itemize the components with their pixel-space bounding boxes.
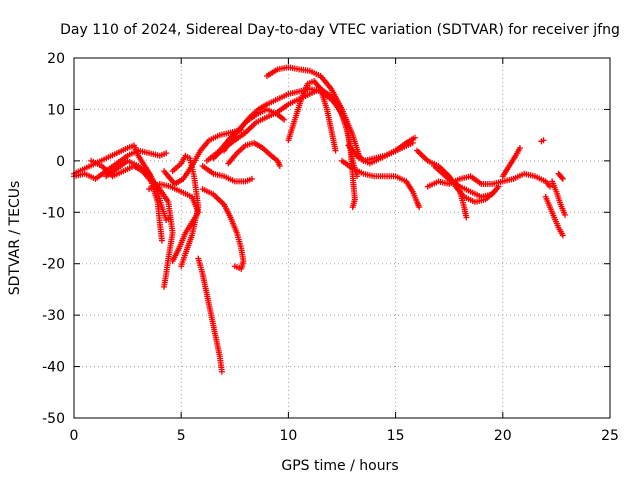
y-tick-label: 20 xyxy=(47,51,65,67)
data-point xyxy=(491,188,498,195)
data-point xyxy=(281,116,288,123)
x-tick-label: 25 xyxy=(601,428,619,444)
data-point xyxy=(409,139,416,146)
y-tick-label: -20 xyxy=(42,257,65,273)
series-pass-ab xyxy=(555,170,566,182)
y-tick-label: 10 xyxy=(47,102,65,118)
series-pass-f xyxy=(161,127,245,187)
data-point xyxy=(218,368,225,375)
x-axis-label: GPS time / hours xyxy=(281,458,398,474)
series-pass-p xyxy=(285,78,339,154)
series-pass-z xyxy=(542,193,566,239)
data-point xyxy=(546,183,553,190)
data-point xyxy=(248,175,255,182)
series-pass-g xyxy=(169,152,202,270)
plot-frame xyxy=(73,57,611,419)
data-point xyxy=(559,232,566,239)
series-pass-v xyxy=(452,183,498,205)
data-point xyxy=(516,145,523,151)
y-tick-label: -30 xyxy=(42,308,65,324)
series-pass-c xyxy=(88,157,165,244)
data-point xyxy=(558,174,565,181)
data-point xyxy=(158,237,165,244)
x-tick-label: 5 xyxy=(177,428,186,444)
data-point xyxy=(169,258,176,265)
series-pass-x xyxy=(510,170,553,190)
data-point xyxy=(161,283,168,290)
series-pass-s xyxy=(414,147,470,221)
y-tick-label: -40 xyxy=(42,360,65,376)
series-pass-j xyxy=(199,163,255,185)
data-point xyxy=(463,214,470,221)
series-pass-n xyxy=(221,106,288,154)
data-point xyxy=(163,150,170,157)
data-point xyxy=(416,204,423,211)
y-tick-label: -10 xyxy=(42,205,65,221)
data-point xyxy=(540,137,547,144)
series-pass-q xyxy=(339,157,423,211)
data-point xyxy=(411,134,418,141)
chart-title: Day 110 of 2024, Sidereal Day-to-day VTE… xyxy=(60,22,620,38)
series-pass-b xyxy=(71,147,170,182)
series-pass-o xyxy=(263,64,418,164)
axis-ticks: 0 5 10 15 20 25 -50 -40 -30 -20 -10 0 10 20 xyxy=(42,51,619,444)
series-pass-m xyxy=(225,139,283,169)
x-tick-label: 20 xyxy=(494,428,512,444)
x-tick-label: 10 xyxy=(279,428,297,444)
y-axis-label: SDTVAR / TECUs xyxy=(7,181,23,296)
data-point xyxy=(561,211,568,218)
data-point xyxy=(231,263,238,270)
series-pass-w xyxy=(499,145,523,180)
series-pass-i xyxy=(199,186,247,272)
data-point xyxy=(354,173,361,180)
series-pass-r xyxy=(345,139,416,167)
y-tick-label: -50 xyxy=(42,411,65,427)
series-pass-h xyxy=(195,255,225,375)
series-pass-d xyxy=(103,157,176,290)
x-tick-label: 0 xyxy=(70,428,79,444)
series-pass-y xyxy=(538,137,547,145)
data-point xyxy=(349,204,356,211)
data-points xyxy=(71,64,568,375)
data-point xyxy=(559,175,566,182)
data-point xyxy=(276,163,283,169)
x-tick-label: 15 xyxy=(387,428,405,444)
data-point xyxy=(178,263,185,270)
y-tick-label: 0 xyxy=(56,154,65,170)
series-pass-u xyxy=(424,173,517,190)
series-pass-aa xyxy=(549,178,568,218)
data-point xyxy=(332,147,339,154)
